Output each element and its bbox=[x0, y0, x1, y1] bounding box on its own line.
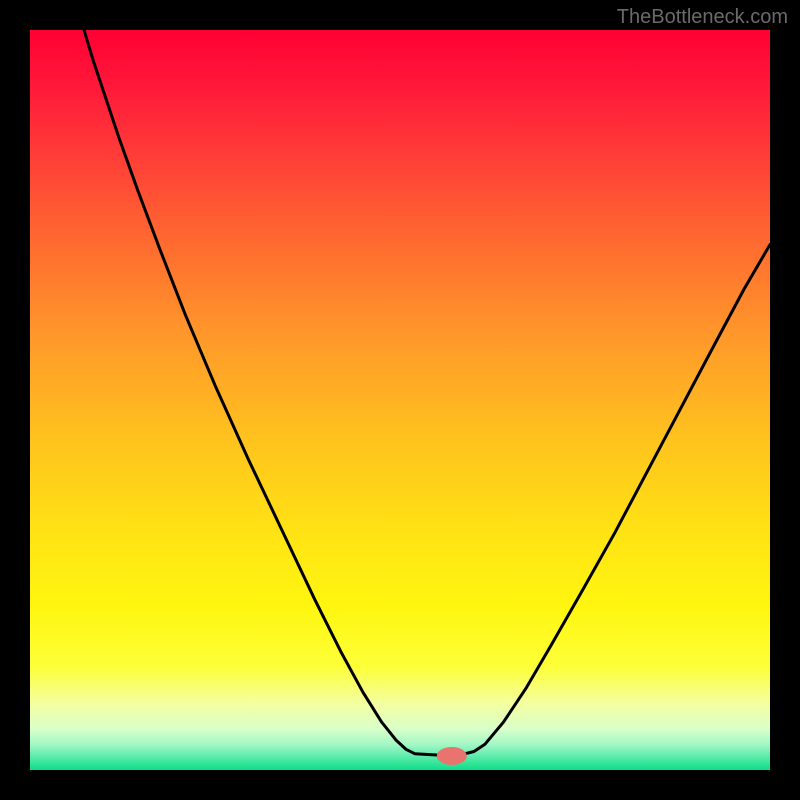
attribution-label: TheBottleneck.com bbox=[617, 6, 788, 29]
bottleneck-chart bbox=[0, 0, 800, 800]
chart-container: TheBottleneck.com bbox=[0, 0, 800, 800]
plot-background bbox=[30, 30, 770, 770]
optimal-marker bbox=[437, 747, 467, 765]
